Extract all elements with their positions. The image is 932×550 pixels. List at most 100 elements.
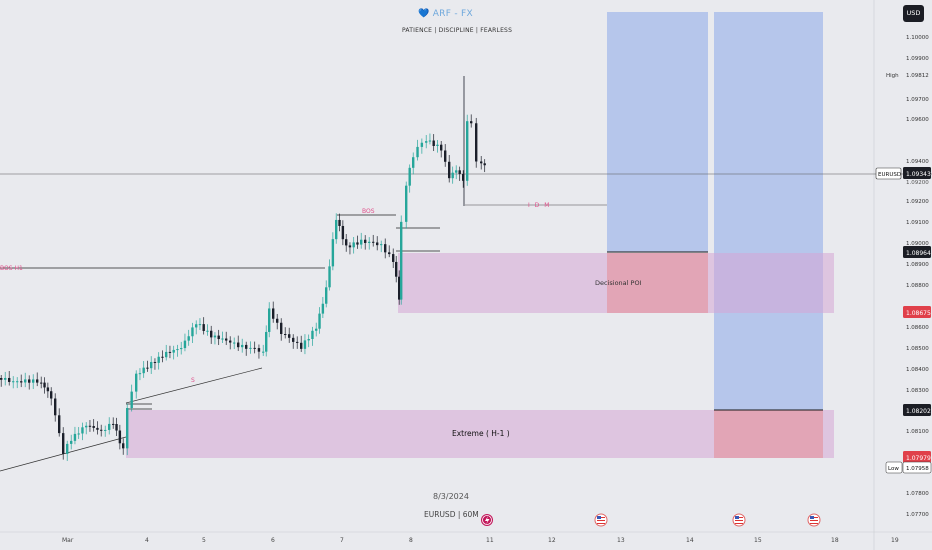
- candle-body: [416, 146, 419, 158]
- target-2-tag: [903, 404, 931, 416]
- price-tick: 1.08400: [906, 367, 929, 373]
- candle-body: [408, 167, 411, 186]
- price-tick: 1.07800: [906, 491, 929, 497]
- currency-button[interactable]: USD: [903, 5, 924, 22]
- stop-1-tag: [903, 306, 931, 318]
- price-tick: 1.08900: [906, 262, 929, 268]
- candle-body: [388, 252, 391, 255]
- candle-body: [142, 367, 145, 374]
- bos-h1-label: BOS H1: [0, 265, 23, 272]
- candle-body: [398, 276, 401, 300]
- price-tick: 1.09400: [906, 159, 929, 165]
- candle-body: [338, 219, 341, 226]
- candle-body: [138, 373, 142, 375]
- candle-body: [368, 241, 371, 243]
- time-label: 14: [686, 537, 694, 544]
- symbol-tag: [875, 167, 902, 180]
- candle-body: [62, 433, 65, 454]
- candle-body: [213, 335, 217, 338]
- candle-body: [135, 373, 138, 392]
- candle-body: [217, 335, 220, 340]
- candle-body: [54, 398, 57, 416]
- candle-body: [268, 308, 271, 332]
- candle-body: [172, 349, 175, 353]
- candle-body: [36, 379, 39, 383]
- price-tick: 1.08100: [906, 429, 929, 435]
- symbol-tag-text: EURUSD: [878, 172, 901, 178]
- candle-body: [118, 430, 122, 444]
- candle-body: [321, 303, 325, 314]
- candle-body: [451, 172, 454, 179]
- candle-body: [165, 351, 168, 358]
- candle-body: [195, 324, 198, 328]
- candle-body: [470, 121, 473, 124]
- candle-body: [150, 361, 153, 369]
- candle-body: [265, 331, 268, 352]
- candle-body: [360, 239, 363, 245]
- candle-body: [296, 341, 299, 343]
- price-tick: 1.07700: [906, 512, 929, 518]
- stop-2-text: 1.07979: [906, 455, 931, 462]
- candle-body: [257, 348, 261, 352]
- time-label: 11: [486, 537, 494, 544]
- us-flag-icon[interactable]: [807, 513, 821, 527]
- candle-body: [100, 429, 103, 431]
- candle-body: [288, 334, 291, 338]
- candle-body: [276, 318, 279, 323]
- stop-1-text: 1.08675: [906, 310, 931, 317]
- candle-body: [77, 433, 80, 435]
- candle-body: [153, 361, 157, 363]
- candle-body: [356, 242, 359, 245]
- candle-body: [191, 327, 194, 337]
- candle-body: [428, 140, 432, 142]
- candle-body: [303, 340, 307, 349]
- time-label: 13: [617, 537, 625, 544]
- candle-body: [206, 330, 209, 332]
- watermark-date: 8/3/2024: [433, 492, 469, 501]
- candle-body: [462, 173, 465, 181]
- candle-body: [20, 381, 23, 383]
- candle-body: [480, 161, 483, 164]
- time-label: 18: [831, 537, 839, 544]
- candle-body: [425, 141, 428, 143]
- candle-body: [458, 170, 461, 174]
- target-1-text: 1.08964: [906, 250, 931, 257]
- decisional-poi-label: Decisional POI: [595, 279, 642, 287]
- candle-body: [249, 347, 252, 349]
- projection-box-1[interactable]: [607, 12, 708, 252]
- candle-body: [32, 379, 35, 383]
- price-tick: 1.10000: [906, 35, 929, 41]
- bos-label: BOS: [362, 208, 375, 215]
- s-label: S: [191, 377, 195, 384]
- candle-body: [4, 377, 7, 380]
- candle-body: [73, 433, 77, 441]
- candle-body: [380, 244, 383, 246]
- candle-body: [432, 140, 435, 146]
- candle-body: [210, 330, 213, 338]
- us-flag-icon[interactable]: [732, 513, 746, 527]
- candle-body: [104, 429, 107, 431]
- lightning-icon[interactable]: [481, 514, 493, 526]
- stop-zone-1: [607, 253, 708, 313]
- candle-body: [157, 356, 160, 363]
- candle-body: [280, 322, 283, 335]
- candle-body: [0, 378, 3, 380]
- candle-body: [440, 144, 443, 151]
- candle-body: [92, 426, 95, 428]
- candle-body: [245, 344, 248, 349]
- candle-body: [364, 239, 367, 243]
- brand-tagline: PATIENCE | DISCIPLINE | FEARLESS: [402, 27, 513, 34]
- projection-box-2[interactable]: [714, 12, 823, 410]
- brand-title: 💙 ARF - FX: [418, 9, 473, 19]
- target-2-text: 1.08202: [906, 408, 931, 415]
- us-flag-icon[interactable]: [594, 513, 608, 527]
- candle-body: [96, 427, 99, 430]
- candle-body: [436, 144, 439, 146]
- time-label: 15: [754, 537, 762, 544]
- candle-body: [307, 338, 310, 341]
- trendline-s[interactable]: [125, 367, 263, 404]
- candle-body: [345, 239, 348, 246]
- candle-body: [384, 244, 387, 253]
- low-label: Low: [888, 466, 899, 472]
